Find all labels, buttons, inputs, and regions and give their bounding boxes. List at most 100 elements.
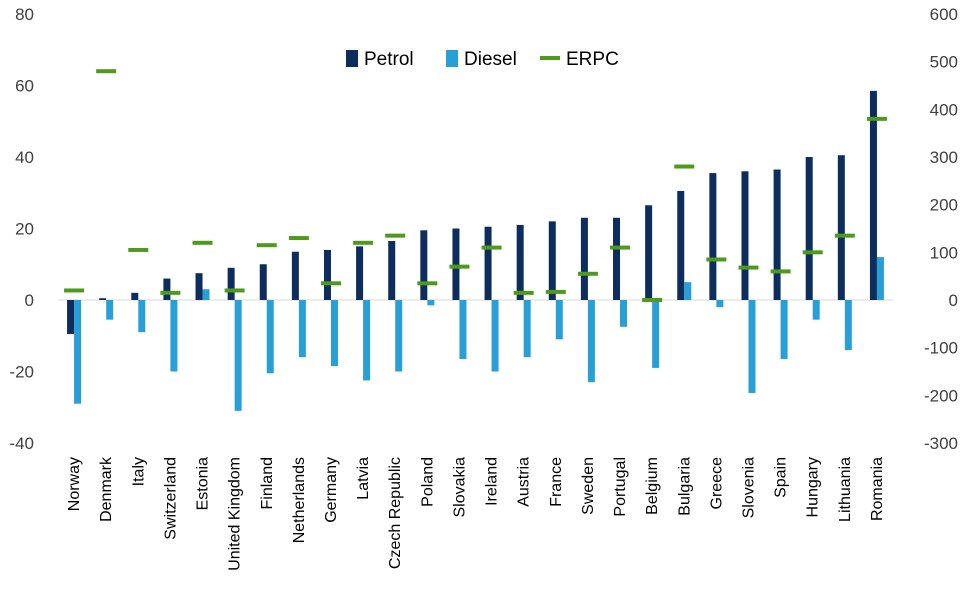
petrol-bar — [677, 190, 685, 300]
erpc-marker — [706, 257, 727, 262]
erpc-marker — [96, 69, 117, 74]
left-tick-label: 80 — [15, 5, 34, 24]
category-labels: Norway Denmark Italy Switzerland Estonia Unit… — [66, 456, 886, 571]
erpc-marker — [224, 288, 245, 293]
erpc-marker — [610, 245, 631, 250]
diesel-bar — [844, 300, 852, 351]
erpc-markers — [64, 69, 887, 302]
petrol-bar — [323, 249, 331, 300]
legend-swatch-diesel — [446, 50, 458, 67]
diesel-bar — [684, 282, 692, 300]
erpc-marker — [320, 281, 341, 286]
petrol-bar — [356, 246, 364, 300]
left-tick-label: -20 — [9, 363, 34, 382]
category-label: Lithuania — [837, 457, 854, 522]
left-tick-label: 0 — [25, 291, 34, 310]
diesel-bar — [652, 300, 660, 368]
petrol-bar — [773, 169, 781, 300]
erpc-marker — [738, 265, 759, 270]
bars — [67, 90, 884, 411]
right-tick-label: 0 — [949, 291, 958, 310]
erpc-marker — [160, 290, 181, 295]
category-label: Latvia — [355, 457, 372, 500]
erpc-marker — [513, 290, 534, 295]
petrol-bar — [131, 292, 139, 300]
diesel-bar — [491, 300, 499, 372]
right-tick-label: 200 — [930, 196, 958, 215]
petrol-bar — [741, 171, 749, 300]
category-label: Denmark — [98, 456, 115, 522]
legend: Petrol Diesel ERPC — [346, 49, 619, 70]
erpc-marker — [481, 245, 502, 250]
legend-label-diesel: Diesel — [464, 49, 517, 70]
diesel-bar — [876, 257, 884, 300]
category-label: Sweden — [580, 457, 597, 515]
petrol-bar — [195, 273, 203, 300]
erpc-marker — [353, 240, 374, 245]
diesel-bar — [74, 300, 82, 404]
erpc-marker — [834, 233, 855, 238]
diesel-bar — [620, 300, 628, 327]
right-tick-label: 300 — [930, 148, 958, 167]
right-axis-ticks: 600 500 400 300 200 100 0 -100 -200 -300 — [924, 5, 958, 453]
petrol-bar — [548, 221, 556, 300]
erpc-marker — [866, 116, 887, 121]
diesel-bar — [363, 300, 371, 381]
erpc-marker — [256, 243, 277, 248]
diesel-bar — [555, 300, 563, 340]
petrol-bar — [259, 264, 267, 300]
erpc-marker — [192, 240, 213, 245]
petrol-bar — [163, 278, 171, 300]
diesel-bar — [138, 300, 146, 333]
category-label: Poland — [419, 457, 436, 507]
erpc-marker — [577, 271, 598, 276]
petrol-bar — [452, 228, 460, 300]
erpc-marker — [802, 250, 823, 255]
erpc-marker — [385, 233, 406, 238]
right-tick-label: -200 — [924, 386, 958, 405]
petrol-bar — [388, 241, 396, 300]
diesel-bar — [234, 300, 242, 411]
category-label: Slovenia — [740, 457, 757, 518]
category-label: Spain — [773, 457, 790, 498]
category-label: Romania — [869, 457, 886, 521]
petrol-bar — [67, 300, 75, 334]
erpc-marker — [674, 164, 695, 169]
erpc-marker — [128, 247, 149, 252]
legend-label-erpc: ERPC — [566, 49, 619, 70]
petrol-bar — [516, 224, 524, 300]
diesel-bar — [587, 300, 595, 383]
erpc-marker — [288, 236, 309, 241]
diesel-bar — [106, 300, 114, 320]
category-label: Slovakia — [451, 457, 468, 518]
right-tick-label: 600 — [930, 5, 958, 24]
right-tick-label: 400 — [930, 100, 958, 119]
legend-swatch-erpc — [540, 56, 560, 60]
category-label: Germany — [323, 457, 340, 523]
diesel-bar — [716, 300, 724, 308]
category-label: Estonia — [195, 457, 212, 510]
erpc-marker — [417, 281, 438, 286]
petrol-bar — [837, 155, 845, 300]
petrol-bar — [709, 173, 717, 300]
petrol-bar — [613, 217, 621, 300]
diesel-bar — [780, 300, 788, 359]
left-tick-label: -40 — [9, 434, 34, 453]
erpc-marker — [545, 289, 566, 294]
erpc-marker — [770, 269, 791, 274]
category-label: Italy — [130, 457, 147, 486]
diesel-bar — [330, 300, 338, 367]
diesel-bar — [459, 300, 467, 359]
category-label: United Kingdom — [227, 457, 244, 571]
diesel-bar — [812, 300, 820, 320]
left-axis-ticks: 80 60 40 20 0 -20 -40 — [9, 5, 34, 453]
left-tick-label: 20 — [15, 220, 34, 239]
diesel-bar — [202, 289, 210, 300]
category-label: Bulgaria — [676, 457, 693, 516]
left-tick-label: 40 — [15, 148, 34, 167]
erpc-marker — [64, 288, 85, 293]
category-label: Netherlands — [291, 457, 308, 543]
right-tick-label: -300 — [924, 434, 958, 453]
petrol-bar — [580, 217, 588, 300]
